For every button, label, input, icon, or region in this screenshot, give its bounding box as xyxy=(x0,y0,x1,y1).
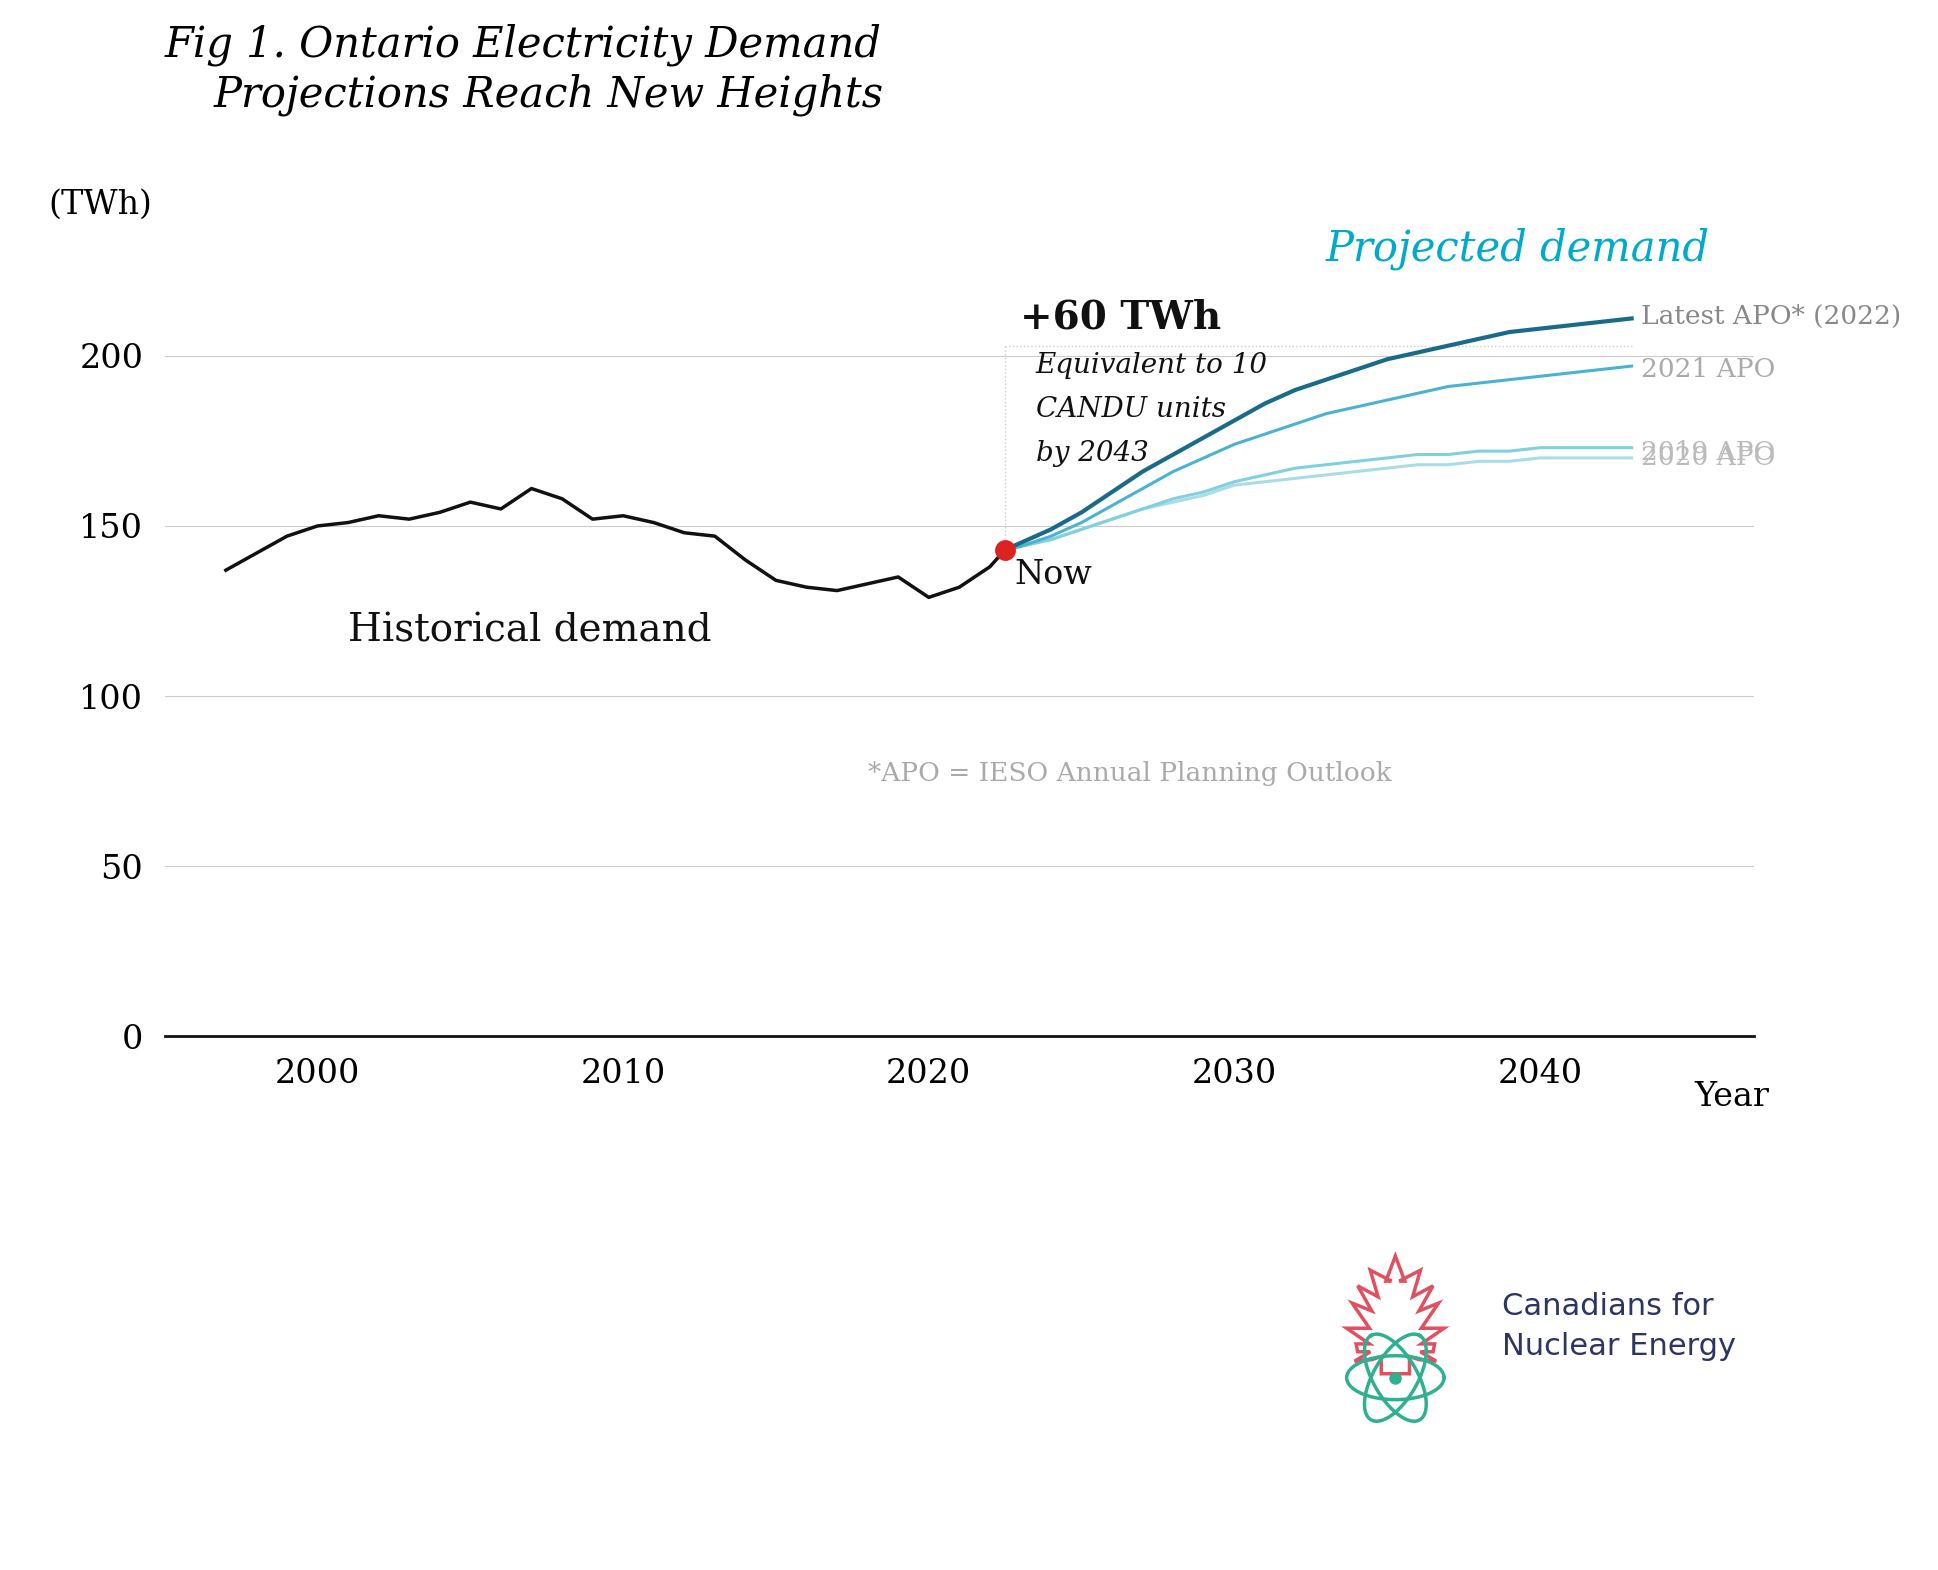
Text: *APO = IESO Annual Planning Outlook: *APO = IESO Annual Planning Outlook xyxy=(868,761,1391,787)
Text: Canadians for
Nuclear Energy: Canadians for Nuclear Energy xyxy=(1502,1292,1736,1361)
Text: 2020 APO: 2020 APO xyxy=(1641,446,1775,471)
Text: Historical demand: Historical demand xyxy=(349,612,711,650)
Text: Projected demand: Projected demand xyxy=(1326,228,1709,270)
Text: 2019 APO: 2019 APO xyxy=(1641,440,1775,465)
Text: Year: Year xyxy=(1694,1082,1769,1113)
Text: Now: Now xyxy=(1014,559,1093,590)
Text: +60 TWh: +60 TWh xyxy=(1021,298,1221,336)
Text: Fig 1. Ontario Electricity Demand: Fig 1. Ontario Electricity Demand xyxy=(165,24,882,66)
Text: Projections Reach New Heights: Projections Reach New Heights xyxy=(213,74,884,116)
Text: 2021 APO: 2021 APO xyxy=(1641,356,1775,382)
Text: Latest APO* (2022): Latest APO* (2022) xyxy=(1641,305,1901,330)
Text: CANDU units: CANDU units xyxy=(1035,396,1225,422)
Text: by 2043: by 2043 xyxy=(1035,440,1149,468)
Text: Equivalent to 10: Equivalent to 10 xyxy=(1035,352,1267,378)
Text: (TWh): (TWh) xyxy=(48,188,153,220)
